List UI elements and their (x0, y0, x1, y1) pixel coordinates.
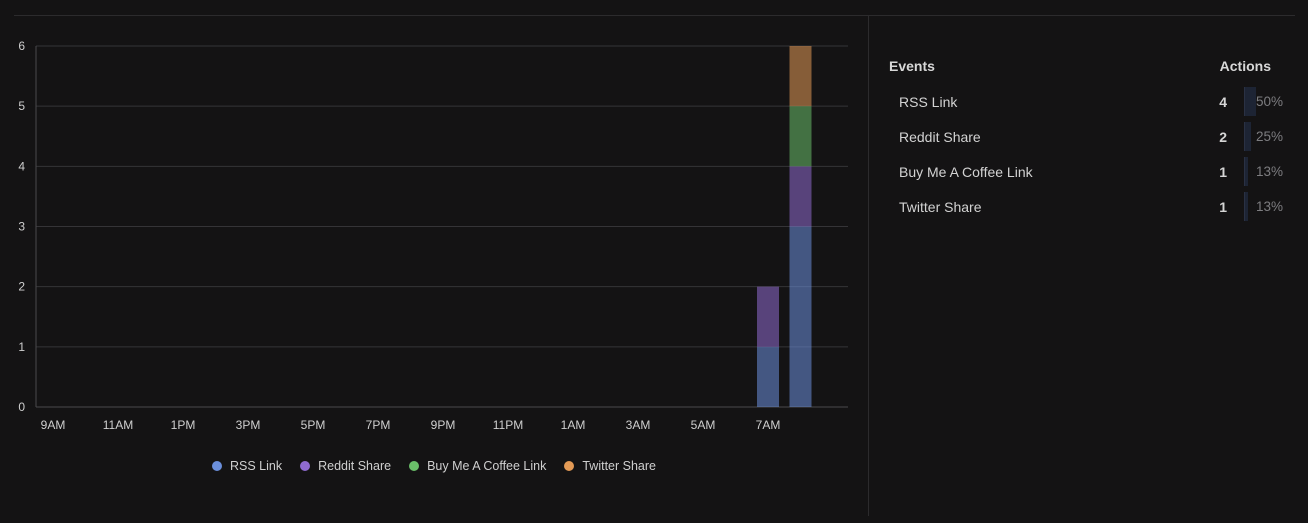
event-percent: 13% (1256, 164, 1284, 179)
x-tick-label: 9AM (41, 418, 66, 432)
events-table-row[interactable]: Buy Me A Coffee Link 1 13% (889, 154, 1285, 189)
legend-item[interactable]: Buy Me A Coffee Link (409, 459, 546, 473)
share-bar (1244, 192, 1285, 221)
vertical-divider (868, 16, 869, 516)
x-tick-label: 1AM (561, 418, 586, 432)
event-name: Buy Me A Coffee Link (899, 163, 1033, 180)
x-tick-label: 5PM (301, 418, 326, 432)
x-tick-label: 3AM (626, 418, 651, 432)
share-bar-fill (1245, 122, 1251, 151)
x-tick-label: 11PM (493, 418, 523, 432)
x-tick-label: 1PM (171, 418, 196, 432)
y-tick-label: 5 (18, 99, 25, 113)
legend-item[interactable]: Reddit Share (300, 459, 391, 473)
legend-label: Buy Me A Coffee Link (427, 459, 547, 473)
event-count: 4 (1219, 93, 1227, 110)
legend-dot-icon (211, 461, 222, 471)
event-percent: 13% (1256, 199, 1284, 214)
chart-legend: RSS Link Reddit Share Buy Me A Coffee Link… (0, 459, 868, 473)
x-tick-label: 3PM (236, 418, 261, 432)
events-table-row[interactable]: Twitter Share 1 13% (889, 189, 1285, 224)
events-column-header[interactable]: Events (889, 58, 935, 74)
legend-dot-icon (564, 461, 575, 471)
event-count: 1 (1219, 163, 1227, 180)
events-table-row[interactable]: RSS Link 4 50% (889, 84, 1285, 119)
y-tick-label: 0 (18, 400, 25, 414)
share-bar-fill (1245, 87, 1256, 116)
y-tick-label: 4 (18, 159, 25, 173)
bar-segment-rss-link[interactable] (757, 346, 779, 407)
events-chart-panel: 0 1 2 3 4 5 6 9AM 11AM 1PM 3PM 5PM 7PM 9PM 11PM 1AM 3AM 5… (0, 16, 868, 523)
legend-dot-icon (300, 461, 311, 471)
top-divider (14, 15, 1295, 16)
actions-column-header[interactable]: Actions (1219, 58, 1271, 74)
bar-segment-reddit-share[interactable] (789, 166, 812, 227)
events-table-body: RSS Link 4 50% Reddit Share 2 25% Buy Me A Cof… (889, 84, 1285, 224)
bar-segment-twitter-share[interactable] (789, 46, 812, 107)
event-name: RSS Link (899, 93, 958, 110)
event-percent: 25% (1256, 129, 1284, 144)
x-tick-label: 9PM (431, 418, 456, 432)
event-percent: 50% (1256, 94, 1284, 109)
y-tick-label: 6 (18, 39, 25, 53)
x-tick-label: 7PM (366, 418, 391, 432)
share-bar-fill (1245, 192, 1248, 221)
bar-segment-buy-me-a-coffee-link[interactable] (789, 106, 812, 167)
bar-segment-rss-link[interactable] (789, 226, 812, 408)
legend-label: RSS Link (229, 459, 283, 473)
events-table: Events Actions RSS Link 4 50% Reddit Share 2… (889, 58, 1285, 224)
event-count: 2 (1219, 128, 1227, 145)
y-tick-label: 1 (18, 340, 25, 354)
x-tick-label: 7AM (756, 418, 781, 432)
bar-segment-reddit-share[interactable] (757, 286, 779, 347)
legend-item[interactable]: Twitter Share (564, 459, 656, 473)
event-name: Twitter Share (899, 198, 982, 215)
share-bar (1244, 87, 1285, 116)
legend-label: Reddit Share (318, 459, 392, 473)
events-stacked-bar-chart: 0 1 2 3 4 5 6 9AM 11AM 1PM 3PM 5PM 7PM 9PM 11PM 1AM 3AM 5… (18, 39, 848, 432)
events-table-row[interactable]: Reddit Share 2 25% (889, 119, 1285, 154)
event-count: 1 (1219, 198, 1227, 215)
x-tick-label: 5AM (691, 418, 716, 432)
share-bar-fill (1245, 157, 1248, 186)
y-tick-label: 2 (18, 280, 25, 294)
share-bar (1244, 157, 1285, 186)
event-name: Reddit Share (899, 128, 981, 145)
x-tick-label: 11AM (103, 418, 133, 432)
share-bar (1244, 122, 1285, 151)
legend-label: Twitter Share (582, 459, 656, 473)
y-tick-label: 3 (18, 220, 25, 234)
legend-item[interactable]: RSS Link (211, 459, 283, 473)
legend-dot-icon (409, 461, 420, 471)
events-table-header: Events Actions (889, 58, 1285, 76)
